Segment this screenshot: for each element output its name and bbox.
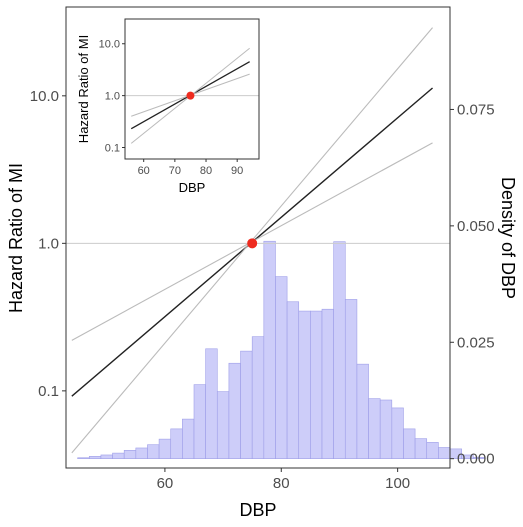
histogram-bar xyxy=(182,418,195,459)
histogram-bar xyxy=(170,428,183,459)
histogram-bar xyxy=(193,384,206,459)
histogram-bar xyxy=(77,457,90,459)
histogram-bar xyxy=(228,362,241,459)
inset-x-axis-title: DBP xyxy=(179,180,206,195)
histogram-bar xyxy=(112,452,125,459)
inset-background xyxy=(125,19,259,159)
y2-axis-ticks: 0.000 0.025 0.050 0.075 xyxy=(450,101,495,468)
inset-y-tick-label: 0.1 xyxy=(105,142,120,154)
inset-x-tick-label: 80 xyxy=(200,165,212,177)
histogram-bar xyxy=(286,301,300,459)
histogram-bar xyxy=(240,350,253,459)
histogram-bar xyxy=(88,456,102,459)
histogram-bar xyxy=(147,444,160,459)
histogram-bar xyxy=(333,241,346,459)
histogram-bar xyxy=(100,454,113,459)
inset-x-tick-label: 90 xyxy=(231,165,243,177)
x-tick-label: 60 xyxy=(157,475,174,492)
histogram-bar xyxy=(263,240,276,459)
y-tick-label: 0.1 xyxy=(38,383,59,400)
inset-panel-border xyxy=(124,18,260,160)
y2-tick-label: 0.075 xyxy=(457,101,495,118)
inset-reference-point xyxy=(186,91,195,100)
histogram-bar xyxy=(426,442,439,459)
inset-y-axis-ticks: 0.1 1.0 10.0 xyxy=(99,39,125,154)
histogram-bar xyxy=(135,447,148,459)
inset-x-axis-ticks: 60 70 80 90 xyxy=(138,159,243,177)
histogram-bar xyxy=(310,310,323,459)
x-axis-title: DBP xyxy=(239,500,276,520)
y-tick-label: 1.0 xyxy=(38,235,59,252)
reference-point xyxy=(247,238,258,249)
histogram-bar xyxy=(298,310,311,459)
y2-tick-label: 0.050 xyxy=(457,218,495,235)
histogram-bar xyxy=(438,447,451,459)
inset-x-tick-label: 60 xyxy=(138,165,150,177)
histogram-bar xyxy=(123,450,137,459)
histogram-bar xyxy=(472,456,486,459)
histogram-bar xyxy=(391,407,404,459)
y-tick-label: 10.0 xyxy=(30,88,59,105)
histogram-bar xyxy=(205,348,218,459)
inset-y-tick-label: 10.0 xyxy=(99,39,120,51)
y2-axis-title: Density of DBP xyxy=(498,177,518,299)
y-axis-ticks: 0.1 1.0 10.0 xyxy=(30,88,66,400)
histogram-bar xyxy=(251,336,265,459)
histogram-layer xyxy=(77,240,486,459)
histogram-bar xyxy=(403,428,416,459)
histogram-bar xyxy=(368,398,381,459)
histogram-bar xyxy=(321,308,334,459)
histogram-bar xyxy=(216,391,230,459)
histogram-bar xyxy=(158,438,172,459)
histogram-bar xyxy=(344,299,358,459)
y2-tick-label: 0.000 xyxy=(457,451,495,468)
x-tick-label: 80 xyxy=(273,475,290,492)
x-axis-ticks: 60 80 100 xyxy=(157,468,410,492)
inset-plot: 0.1 1.0 10.0 60 70 80 90 DBP Hazard Ratio of … xyxy=(76,18,260,195)
inset-plot-layer xyxy=(125,47,259,144)
main-plot-panel-border xyxy=(65,6,451,469)
y2-tick-label: 0.025 xyxy=(457,334,495,351)
inset-x-tick-label: 70 xyxy=(169,165,181,177)
x-tick-label: 100 xyxy=(385,475,410,492)
inset-y-tick-label: 1.0 xyxy=(105,91,120,103)
y-axis-title: Hazard Ratio of MI xyxy=(6,163,26,313)
histogram-bar xyxy=(356,363,369,459)
main-plot-layer xyxy=(66,27,450,454)
histogram-bar xyxy=(414,438,428,459)
histogram-bar xyxy=(275,276,288,459)
histogram-bar xyxy=(461,454,474,459)
histogram-bar xyxy=(379,399,393,459)
inset-y-axis-title: Hazard Ratio of MI xyxy=(76,35,91,143)
